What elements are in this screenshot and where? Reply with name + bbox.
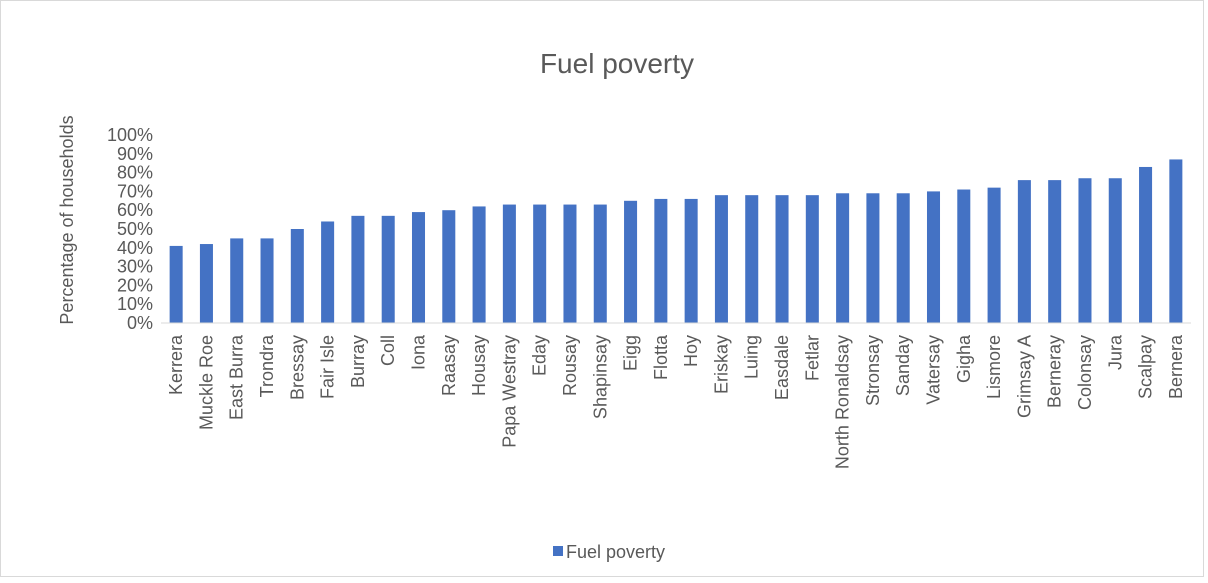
x-tick-label: Kerrera xyxy=(166,334,186,395)
legend-swatch xyxy=(553,546,563,556)
x-tick-label: Sanday xyxy=(893,335,913,396)
x-tick-label: Easdale xyxy=(772,335,792,400)
bar xyxy=(169,245,183,323)
x-tick-label: Coll xyxy=(378,335,398,366)
x-tick-label: Eigg xyxy=(621,335,641,371)
bar xyxy=(472,206,486,323)
bar xyxy=(1139,166,1153,323)
bar xyxy=(1048,180,1062,323)
bar xyxy=(836,193,850,323)
x-tick-label: Jura xyxy=(1105,334,1125,370)
x-tick-label: Papa Westray xyxy=(499,335,519,448)
bar xyxy=(866,193,880,323)
bar xyxy=(593,204,607,323)
bar xyxy=(745,195,759,323)
x-tick-label: Shapinsay xyxy=(590,335,610,419)
x-tick-label: Trondra xyxy=(257,334,277,397)
bar xyxy=(1017,180,1031,323)
bar xyxy=(230,238,244,323)
bar xyxy=(533,204,547,323)
bar xyxy=(199,244,213,323)
x-tick-label: Fair Isle xyxy=(318,335,338,399)
x-axis-labels: Kerrera Muckle Roe East Burra Trondra Bressa… xyxy=(166,334,1186,469)
y-tick-label: 60% xyxy=(117,200,153,220)
bar xyxy=(381,215,395,323)
bar xyxy=(260,238,274,323)
x-tick-label: Rousay xyxy=(560,335,580,396)
bar xyxy=(654,198,668,323)
bar xyxy=(563,204,577,323)
bar xyxy=(987,187,1001,323)
bar xyxy=(714,195,728,323)
y-tick-label: 10% xyxy=(117,294,153,314)
y-tick-label: 30% xyxy=(117,257,153,277)
x-tick-label: Hoy xyxy=(681,335,701,367)
x-tick-label: Burray xyxy=(348,335,368,388)
x-tick-label: East Burra xyxy=(227,334,247,420)
bar xyxy=(896,193,910,323)
y-tick-label: 100% xyxy=(107,125,153,145)
x-tick-label: Berneray xyxy=(1045,335,1065,408)
bar-series xyxy=(169,159,1183,323)
x-tick-label: Housay xyxy=(469,335,489,396)
bar xyxy=(502,204,516,323)
x-tick-label: Bressay xyxy=(287,335,307,400)
bar xyxy=(411,212,426,323)
bar xyxy=(684,198,698,323)
legend-label: Fuel poverty xyxy=(566,542,665,562)
x-tick-label: North Ronaldsay xyxy=(833,335,853,469)
bar xyxy=(321,221,335,323)
bar xyxy=(957,189,971,323)
x-tick-label: Colonsay xyxy=(1075,335,1095,410)
bar xyxy=(805,195,819,323)
x-tick-label: Scalpay xyxy=(1136,335,1156,399)
bar xyxy=(290,229,304,323)
x-tick-label: Gigha xyxy=(954,334,974,383)
y-tick-label: 40% xyxy=(117,238,153,258)
bar xyxy=(1108,178,1122,323)
y-tick-label: 90% xyxy=(117,144,153,164)
bar xyxy=(351,215,365,323)
x-tick-label: Eday xyxy=(530,335,550,376)
x-tick-label: Luing xyxy=(742,335,762,379)
y-axis-title: Percentage of households xyxy=(57,115,77,324)
y-tick-label: 50% xyxy=(117,219,153,239)
x-tick-label: Vatersay xyxy=(924,335,944,405)
x-tick-label: Lismore xyxy=(984,335,1004,399)
bar xyxy=(926,191,941,323)
x-tick-label: Flotta xyxy=(651,334,671,380)
legend: Fuel poverty xyxy=(553,542,665,562)
bar xyxy=(442,210,456,323)
x-tick-label: Grimsay A xyxy=(1014,335,1034,418)
x-tick-label: Eriskay xyxy=(711,335,731,394)
y-tick-label: 0% xyxy=(127,313,153,333)
bar xyxy=(1078,178,1092,323)
x-tick-label: Iona xyxy=(409,334,429,370)
y-axis-ticks: 0%10%20%30%40%50%60%70%80%90%100% xyxy=(107,125,153,333)
x-tick-label: Raasay xyxy=(439,335,459,396)
x-tick-label: Muckle Roe xyxy=(196,335,216,430)
y-tick-label: 20% xyxy=(117,275,153,295)
x-tick-label: Stronsay xyxy=(863,335,883,406)
bar xyxy=(1169,159,1183,323)
x-tick-label: Bernera xyxy=(1166,334,1186,399)
bar xyxy=(775,195,789,323)
x-tick-label: Fetlar xyxy=(802,335,822,381)
y-tick-label: 80% xyxy=(117,163,153,183)
y-tick-label: 70% xyxy=(117,181,153,201)
bar xyxy=(624,200,638,323)
chart-title: Fuel poverty xyxy=(540,48,694,79)
